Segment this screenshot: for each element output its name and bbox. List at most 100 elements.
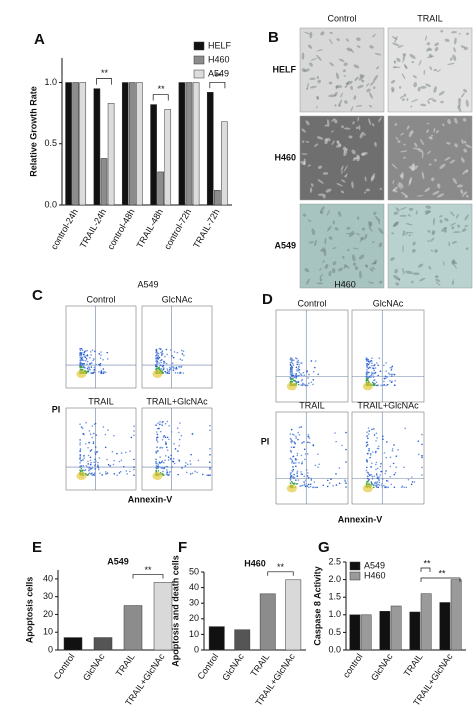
event-dot (375, 381, 378, 384)
event-dot (368, 478, 370, 481)
cell-texture (453, 117, 458, 124)
event-dot (159, 359, 162, 362)
event-dot (176, 427, 179, 430)
cell-texture (438, 215, 443, 218)
event-dot (367, 360, 370, 363)
cell-texture (427, 229, 431, 233)
event-dot (165, 443, 167, 446)
cell-texture (353, 157, 359, 160)
event-dot (80, 359, 82, 362)
cell-texture (462, 117, 467, 122)
cell-texture (428, 97, 434, 101)
cell-texture (319, 206, 325, 213)
event-dot (79, 356, 81, 359)
event-dot (90, 362, 93, 364)
event-dot (307, 483, 310, 486)
cell-texture (446, 141, 451, 145)
event-dot (386, 486, 388, 489)
column-label: Control (327, 13, 356, 23)
event-dot (180, 365, 183, 368)
significance-bracket (420, 577, 461, 582)
event-dot (375, 440, 377, 442)
event-dot (303, 483, 306, 485)
event-dot (371, 475, 374, 478)
cell-texture (373, 211, 377, 216)
cell-texture (391, 89, 395, 93)
event-dot (113, 473, 116, 475)
cell-texture (421, 171, 425, 180)
event-dot (367, 363, 370, 366)
event-dot (302, 382, 304, 385)
cell-texture (309, 85, 317, 89)
event-dot (289, 380, 292, 383)
event-dot (421, 456, 423, 459)
cell-texture (337, 267, 343, 272)
cell-texture (346, 38, 349, 42)
panel-title: A549 (137, 279, 158, 289)
event-dot (181, 353, 184, 355)
event-dot (297, 361, 300, 364)
bar (100, 158, 108, 206)
cell-texture (316, 96, 320, 100)
event-dot (373, 428, 375, 430)
event-dot (378, 481, 381, 484)
cell-texture (353, 64, 360, 69)
event-dot (294, 442, 296, 445)
cell-texture (307, 219, 312, 222)
event-dot (379, 465, 382, 468)
cell-texture (394, 268, 398, 274)
cell-texture (399, 174, 403, 178)
event-dot (328, 482, 331, 484)
cell-texture (417, 87, 421, 92)
cell-texture (408, 179, 412, 186)
cell-texture (413, 75, 417, 79)
cell-texture (465, 194, 469, 198)
population-core (286, 382, 297, 391)
cell-texture (328, 270, 332, 277)
event-dot (106, 458, 108, 461)
plot-label: TRAIL (299, 400, 325, 410)
event-dot (375, 468, 377, 471)
event-dot (330, 478, 332, 481)
event-dot (389, 379, 391, 382)
cell-texture (391, 87, 395, 91)
event-dot (87, 460, 89, 463)
cell-texture (341, 179, 346, 183)
cell-texture (428, 265, 432, 270)
event-dot (301, 473, 303, 476)
event-dot (209, 468, 211, 471)
panel-letter: E (32, 539, 42, 556)
event-dot (93, 472, 96, 475)
panel-letter: F (178, 539, 187, 556)
event-dot (90, 354, 92, 356)
cell-texture (409, 53, 416, 59)
event-dot (370, 360, 373, 362)
event-dot (91, 349, 94, 351)
cell-texture (425, 35, 427, 41)
cell-texture (354, 76, 359, 82)
event-dot (421, 474, 423, 476)
event-dot (308, 441, 311, 444)
event-dot (94, 350, 96, 353)
chart-title: A549 (107, 556, 129, 566)
event-dot (377, 483, 379, 486)
significance-bracket (152, 94, 169, 101)
event-dot (164, 459, 166, 462)
event-dot (156, 362, 158, 365)
event-dot (291, 373, 293, 375)
event-dot (376, 384, 378, 387)
event-dot (184, 464, 187, 467)
event-dot (89, 433, 92, 435)
event-dot (326, 485, 329, 488)
event-dot (79, 358, 82, 360)
bar (164, 109, 172, 206)
event-dot (79, 365, 81, 368)
event-dot (174, 448, 177, 450)
event-dot (371, 364, 373, 367)
event-dot (380, 462, 382, 465)
cell-texture (375, 215, 380, 222)
cell-texture (329, 31, 333, 34)
event-dot (375, 482, 378, 485)
event-dot (375, 474, 378, 476)
event-dot (79, 349, 82, 352)
